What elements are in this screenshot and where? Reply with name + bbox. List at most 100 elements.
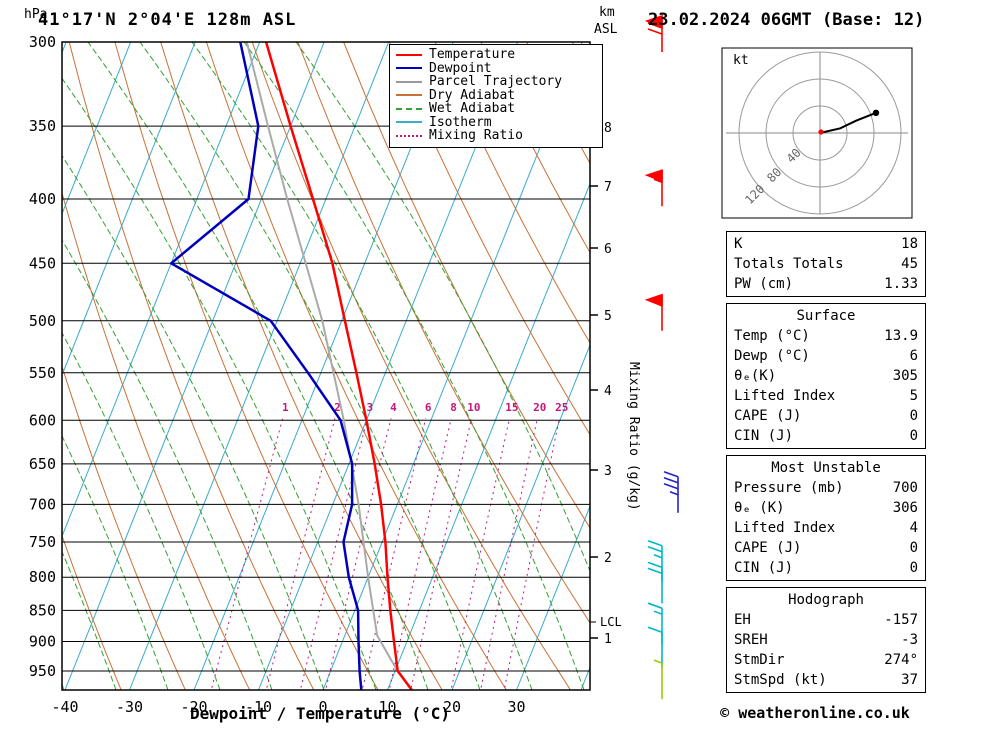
mixing-ratio-value-label: 1	[282, 401, 289, 414]
table-row-label: CAPE (J)	[734, 540, 802, 556]
altitude-axis-unit-km: km	[599, 5, 615, 20]
table-row-value: 0	[909, 408, 918, 424]
table-row: CIN (J) 0	[734, 558, 918, 578]
pressure-axis-unit: hPa	[24, 7, 48, 22]
legend-item-label: Temperature	[429, 47, 516, 63]
temperature-curve	[264, 42, 414, 690]
legend-line-sample	[396, 134, 422, 137]
hodograph-trace	[819, 111, 877, 134]
legend-item-parcel-trajectory: Parcel Trajectory	[396, 74, 596, 90]
mixing-ratio-value-label: 3	[366, 401, 373, 414]
dewpoint-curve	[169, 42, 363, 690]
table-row-value: 37	[901, 672, 918, 688]
wind-barbs	[644, 14, 679, 700]
legend-line-sample	[396, 53, 422, 56]
legend-line-sample	[396, 67, 422, 70]
pressure-tick-label: 700	[29, 495, 56, 513]
table-row-value: 0	[909, 560, 918, 576]
storm-motion-dot	[818, 129, 824, 135]
table-row: Lifted Index 4	[734, 518, 918, 538]
km-tick-label: 2	[604, 551, 612, 566]
table-row-label: Lifted Index	[734, 520, 836, 536]
table-row-value: 700	[892, 480, 918, 496]
datetime-title: 23.02.2024 06GMT (Base: 12)	[648, 10, 925, 30]
table-row-value: -3	[901, 632, 918, 648]
wind-barb	[644, 14, 663, 52]
table-row-value: 0	[909, 540, 918, 556]
legend-item-label: Parcel Trajectory	[429, 74, 563, 90]
legend-line-sample	[396, 107, 422, 110]
pressure-tick-label: 850	[29, 601, 56, 619]
wind-barb	[644, 169, 663, 207]
mixing-ratio-value-label: 6	[425, 401, 432, 414]
table-row-label: EH	[734, 612, 751, 628]
table-row: StmDir 274°	[734, 650, 918, 670]
legend-item-label: Dry Adiabat	[429, 87, 516, 103]
table-indices: K 18 Totals Totals 45 PW (cm) 1.33	[726, 231, 926, 297]
table-row-label: θₑ(K)	[734, 368, 777, 384]
wind-barb	[647, 626, 663, 669]
mixing-ratio-axis-label: Mixing Ratio (g/kg)	[626, 362, 641, 511]
temp-tick-label: 0	[318, 698, 327, 716]
table-row: Dewp (°C) 6	[734, 346, 918, 366]
table-row-label: Dewp (°C)	[734, 348, 810, 364]
table-row-value: 306	[892, 500, 918, 516]
table-row-value: 0	[909, 428, 918, 444]
mixing-ratio-value-label: 20	[533, 401, 546, 414]
legend-item-dry-adiabat: Dry Adiabat	[396, 87, 596, 103]
table-row: CAPE (J) 0	[734, 538, 918, 558]
table-row-label: CIN (J)	[734, 560, 794, 576]
table-most-unstable: Most Unstable Pressure (mb) 700 θₑ (K) 306 Li…	[726, 455, 926, 581]
station-title: 41°17'N 2°04'E 128m ASL	[38, 10, 297, 30]
mixing-ratio-value-label: 25	[555, 401, 568, 414]
temperature-tick-labels: -40 -30 -20 -10 0 10 20 30	[51, 698, 525, 716]
mixing-ratio-value-label: 2	[334, 401, 341, 414]
legend-item-label: Dewpoint	[429, 60, 492, 76]
table-row-value: 305	[892, 368, 918, 384]
table-title: Most Unstable	[771, 460, 881, 476]
pressure-tick-label: 650	[29, 455, 56, 473]
table-title: Surface	[796, 308, 856, 324]
wind-barb	[647, 561, 663, 604]
wind-barb	[647, 602, 663, 645]
table-row: Lifted Index 5	[734, 386, 918, 406]
pressure-tick-label: 400	[29, 190, 56, 208]
km-tick-label: 6	[604, 242, 612, 257]
table-row: θₑ (K) 306	[734, 498, 918, 518]
temp-tick-label: -40	[51, 698, 78, 716]
lcl-label: LCL	[600, 615, 622, 629]
altitude-axis-unit-asl: ASL	[594, 22, 618, 37]
table-row-value: 45	[901, 256, 918, 272]
temp-tick-label: -20	[180, 698, 207, 716]
table-row-value: 4	[909, 520, 918, 536]
pressure-tick-label: 500	[29, 312, 56, 330]
legend: Temperature Dewpoint Parcel Trajectory Dry …	[389, 44, 603, 148]
copyright-link[interactable]: © weatheronline.co.uk	[720, 704, 910, 722]
table-row-label: Totals Totals	[734, 256, 844, 272]
km-tick-label: 5	[604, 309, 612, 324]
hodograph-unit-label: kt	[733, 53, 749, 68]
table-row-value: 274°	[884, 652, 918, 668]
table-row-label: CAPE (J)	[734, 408, 802, 424]
pressure-tick-label: 450	[29, 254, 56, 272]
table-row: Pressure (mb) 700	[734, 478, 918, 498]
table-row: PW (cm) 1.33	[734, 274, 918, 294]
table-row-label: Pressure (mb)	[734, 480, 844, 496]
mixing-ratio-labels: 1 2 3 4 6 8 10 15 20 25	[282, 401, 568, 414]
table-row: Totals Totals 45	[734, 254, 918, 274]
table-row-value: 1.33	[884, 276, 918, 292]
table-row-label: θₑ (K)	[734, 500, 785, 516]
table-row: EH -157	[734, 610, 918, 630]
table-row-label: StmDir	[734, 652, 785, 668]
table-title: Hodograph	[788, 592, 864, 608]
table-surface: Surface Temp (°C) 13.9 Dewp (°C) 6 θₑ(K) 305 Li…	[726, 303, 926, 449]
x-axis-label: Dewpoint / Temperature (°C)	[189, 704, 451, 723]
wind-barb	[653, 659, 663, 700]
mixing-ratio-value-label: 15	[505, 401, 518, 414]
table-row-label: PW (cm)	[734, 276, 794, 292]
temp-tick-label: 10	[378, 698, 396, 716]
hodograph-trace-end-dot	[872, 109, 880, 117]
pressure-tick-label: 300	[29, 33, 56, 51]
